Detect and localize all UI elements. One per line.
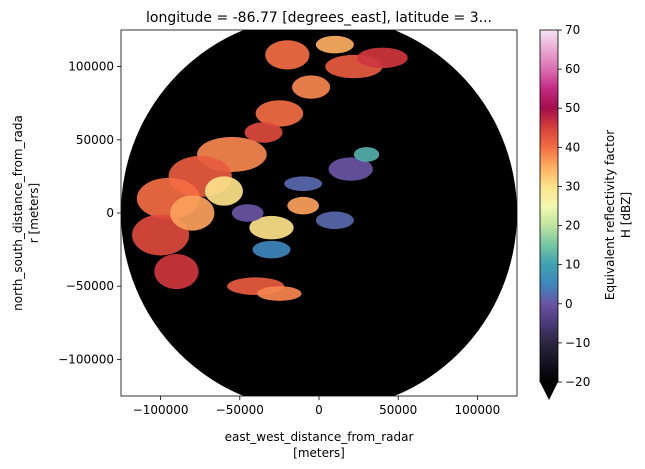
x-tick-label: 50000 [379,403,417,417]
y-axis-ticks: −100000 −50000 0 50000 100000 [58,60,121,366]
echo-region [170,195,215,231]
y-tick-label: −100000 [58,352,114,366]
colorbar-tick-label: 40 [565,140,580,154]
y-tick-label: 0 [106,206,114,220]
colorbar-label-line2: H [dBZ] [619,192,633,238]
y-tick-label: 50000 [76,133,114,147]
colorbar-tick-label: 50 [565,101,580,115]
y-tick-label: −50000 [66,279,114,293]
x-axis-label-line1: east_west_distance_from_radar [225,430,414,444]
echo-region [244,122,283,143]
y-axis-label-line1: north_south_distance_from_rada [11,115,25,311]
echo-region [231,204,264,222]
echo-region [287,196,319,215]
y-tick-label: 100000 [68,60,114,74]
radar-coverage-disk [121,30,517,396]
plot-area [120,29,518,397]
echo-region [292,75,331,99]
echo-region [249,215,294,240]
colorbar-extend-min-triangle [540,382,558,400]
echo-region [252,240,291,259]
echo-region [257,286,302,301]
colorbar-tick-label: −20 [565,375,590,389]
echo-layer [132,35,408,301]
echo-region [328,157,373,181]
colorbar-tick-label: 60 [565,62,580,76]
echo-region [315,35,354,54]
colorbar-label-line1: Equivalent reflectivity factor [603,130,617,300]
echo-region [284,176,323,192]
x-tick-label: 100000 [454,403,500,417]
echo-region [204,176,243,206]
colorbar-tick-label: 20 [565,219,580,233]
x-axis-label-line2: [meters] [293,446,345,460]
x-tick-label: −50000 [216,403,264,417]
colorbar-frame [539,29,559,383]
colorbar-tick-label: 0 [565,297,573,311]
colorbar-tick-label: 70 [565,23,580,37]
colorbar-ticks: −20 −10 0 10 20 30 40 50 60 70 [558,23,590,389]
echo-region [255,100,304,127]
echo-region [265,40,310,70]
echo-region [315,211,354,230]
colorbar-tick-label: 30 [565,179,580,193]
x-tick-label: −100000 [133,403,189,417]
echo-region [154,253,199,290]
echo-region [132,214,190,256]
echo-region [353,147,380,162]
colorbar-tick-label: 10 [565,258,580,272]
colorbar: −20 −10 0 10 20 30 40 50 60 70 Equivalent reflect… [539,23,633,400]
y-axis-label-line2: r [meters] [27,183,41,243]
colorbar-tick-label: −10 [565,336,590,350]
x-tick-label: 0 [315,403,323,417]
x-axis-ticks: −100000 −50000 0 50000 100000 [133,396,500,417]
chart-title: longitude = -86.77 [degrees_east], latit… [146,10,492,26]
colorbar-gradient [540,30,558,382]
echo-region [357,47,408,69]
